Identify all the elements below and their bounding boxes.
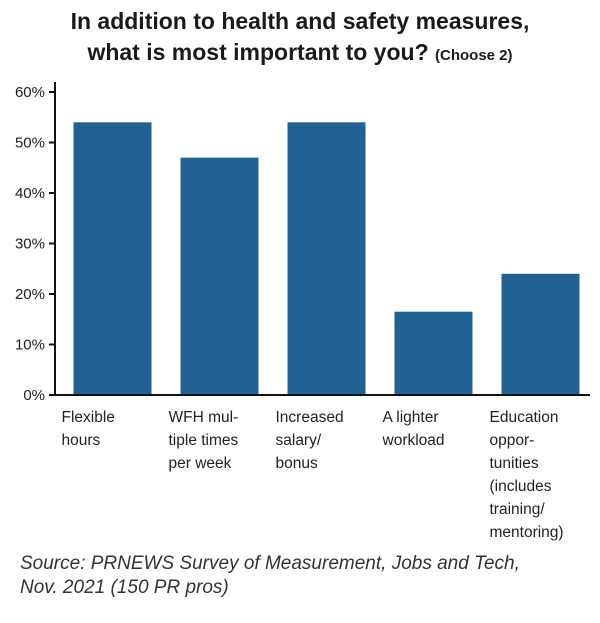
y-tick-label: 30%	[15, 236, 45, 253]
bars-group	[73, 122, 580, 396]
bar	[73, 122, 152, 396]
category-label-line: tiple times	[169, 432, 239, 449]
source-note: Source: PRNEWS Survey of Measurement, Jo…	[20, 552, 590, 600]
bar	[180, 157, 259, 395]
category-label-line: workload	[382, 432, 445, 449]
category-label-line: hours	[62, 432, 101, 449]
y-axis-ticks: 0% 10% 20% 30% 40% 50% 60%	[15, 84, 55, 404]
source-line-1: Source: PRNEWS Survey of Measurement, Jo…	[20, 553, 520, 574]
chart-title: In addition to health and safety measure…	[0, 6, 600, 71]
title-question: what is most important to you?	[87, 39, 429, 65]
y-tick-label: 40%	[15, 185, 45, 202]
category-label-line: oppor-	[490, 432, 535, 449]
y-tick-label: 50%	[15, 135, 45, 152]
title-line-1: In addition to health and safety measure…	[70, 8, 530, 34]
category-label: Increased salary/bonus	[276, 409, 344, 472]
source-line-2: Nov. 2021 (150 PR pros)	[20, 577, 229, 598]
bar	[287, 122, 366, 396]
category-label-line: (includes	[490, 478, 552, 495]
bar	[501, 273, 580, 395]
category-label: Education oppor-tunities (includes training…	[490, 409, 564, 541]
y-tick-label: 20%	[15, 286, 45, 303]
category-label-line: bonus	[276, 455, 318, 472]
category-label-line: Education	[490, 409, 559, 426]
category-label: WFH mul-tiple times per week	[169, 409, 239, 472]
category-label: Flexible hours	[62, 409, 115, 449]
category-label-line: salary/	[276, 432, 322, 449]
category-label-line: WFH mul-	[169, 409, 239, 426]
title-note: (Choose 2)	[435, 47, 513, 64]
category-label-line: per week	[169, 455, 232, 472]
y-tick-label: 10%	[15, 337, 45, 354]
bar	[394, 311, 473, 395]
category-label-line: Flexible	[62, 409, 115, 426]
y-tick-label: 60%	[15, 84, 45, 101]
category-label-line: training/	[490, 501, 546, 518]
category-label-line: mentoring)	[490, 524, 564, 541]
category-label-line: tunities	[490, 455, 539, 472]
y-tick-label: 0%	[23, 387, 45, 404]
category-label-line: Increased	[276, 409, 344, 426]
category-label: A lighter workload	[382, 409, 445, 449]
title-line-2: what is most important to you? (Choose 2…	[0, 37, 600, 71]
category-label-line: A lighter	[383, 409, 439, 426]
x-axis-categories: Flexible hours WFH mul-tiple times per week…	[62, 409, 564, 541]
